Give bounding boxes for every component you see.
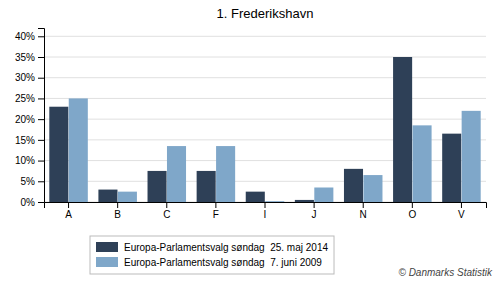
x-tick: N [360,202,367,220]
title: 1. Frederikshavn [217,6,314,21]
x-tick-mark [265,202,266,208]
y-tick: 40% [15,31,44,42]
y-tick-mark [38,98,44,99]
bar [69,98,88,202]
y-tick: 30% [15,72,44,83]
y-tick: 0% [21,197,44,208]
y-tick: 10% [15,155,44,166]
bar [314,188,333,203]
x-tick-mark [461,202,462,208]
x-tick-label: C [163,209,170,220]
grid [44,36,486,202]
x-tick: I [264,202,267,220]
grid-line [44,119,486,120]
y-tick-label: 25% [15,93,35,104]
legend-item: Europa-Parlamentsvalg søndag 25. maj 201… [96,242,328,253]
bars [49,57,480,202]
plot: 0% 5% 10% 15% 20% 25% 30% 35% 40% A B C F I J N O V [15,29,487,221]
bar [246,192,265,202]
x-tick-mark [314,202,315,208]
y-tick: 25% [15,93,44,104]
bar [216,146,235,202]
x-tick-mark [363,202,364,208]
grid-line [44,36,486,37]
bar [295,200,314,202]
y-tick-label: 40% [15,31,35,42]
legend-swatch [96,257,118,267]
grid-line [44,57,486,58]
x-tick: C [163,202,170,220]
y-axis: 0% 5% 10% 15% 20% 25% 30% 35% 40% [15,29,45,208]
x-tick-mark [215,202,216,208]
x-tick-label: B [114,209,121,220]
y-tick-mark [38,202,44,203]
legend-swatch [96,242,118,252]
x-tick-label: V [458,209,465,220]
x-tick-label: A [65,209,72,220]
x-tick-label: J [312,209,317,220]
y-tick: 35% [15,52,44,63]
y-tick-mark [38,57,44,58]
x-tick: A [65,202,72,220]
legend-label: Europa-Parlamentsvalg søndag 7. juni 200… [124,257,322,268]
bar [462,111,481,202]
legend: Europa-Parlamentsvalg søndag 25. maj 201… [90,236,334,274]
x-tick-label: F [213,209,219,220]
x-tick-mark [166,202,167,208]
x-tick: O [408,202,416,220]
legend-item: Europa-Parlamentsvalg søndag 7. juni 200… [96,257,322,268]
bar [148,171,167,202]
y-tick-label: 35% [15,52,35,63]
y-tick-label: 5% [21,176,36,187]
x-tick: V [458,202,465,220]
x-tick-label: I [264,209,267,220]
y-tick-mark [38,119,44,120]
grid-line [44,98,486,99]
bar [265,201,284,202]
y-tick-mark [38,140,44,141]
bar [49,107,68,202]
bar [413,125,432,202]
x-tick-mark [412,202,413,208]
y-tick: 20% [15,114,44,125]
annotation: © Danmarks Statistik [398,267,493,278]
y-tick: 5% [21,176,44,187]
y-tick-label: 20% [15,114,35,125]
y-tick-label: 0% [21,197,36,208]
y-tick-label: 10% [15,155,35,166]
bar [393,57,412,202]
y-tick: 15% [15,135,44,146]
x-tick: F [213,202,219,220]
bar [197,171,216,202]
x-tick-label: O [408,209,416,220]
bar [118,192,137,202]
x-axis: ABCFIJNOV [45,202,487,220]
y-tick-mark [38,78,44,79]
bar-series [69,98,481,202]
bar [363,175,382,202]
y-tick-mark [38,36,44,37]
chart: 0% 5% 10% 15% 20% 25% 30% 35% 40% A B C F I J N O V 1. Fre… [0,0,500,282]
y-tick-label: 30% [15,72,35,83]
x-axis-line [45,203,487,209]
x-tick: J [312,202,317,220]
x-tick-mark [117,202,118,208]
bar [167,146,186,202]
x-tick: B [114,202,121,220]
bar [344,169,363,202]
x-tick-mark [68,202,69,208]
bar [442,134,461,202]
y-axis-line [38,29,45,203]
y-tick-mark [38,181,44,182]
bar-series [49,57,461,202]
x-tick-label: N [360,209,367,220]
grid-line [44,77,486,78]
legend-label: Europa-Parlamentsvalg søndag 25. maj 201… [124,242,328,253]
y-tick-label: 15% [15,135,35,146]
legend-frame [90,236,334,274]
y-tick-mark [38,161,44,162]
bar [98,190,117,202]
